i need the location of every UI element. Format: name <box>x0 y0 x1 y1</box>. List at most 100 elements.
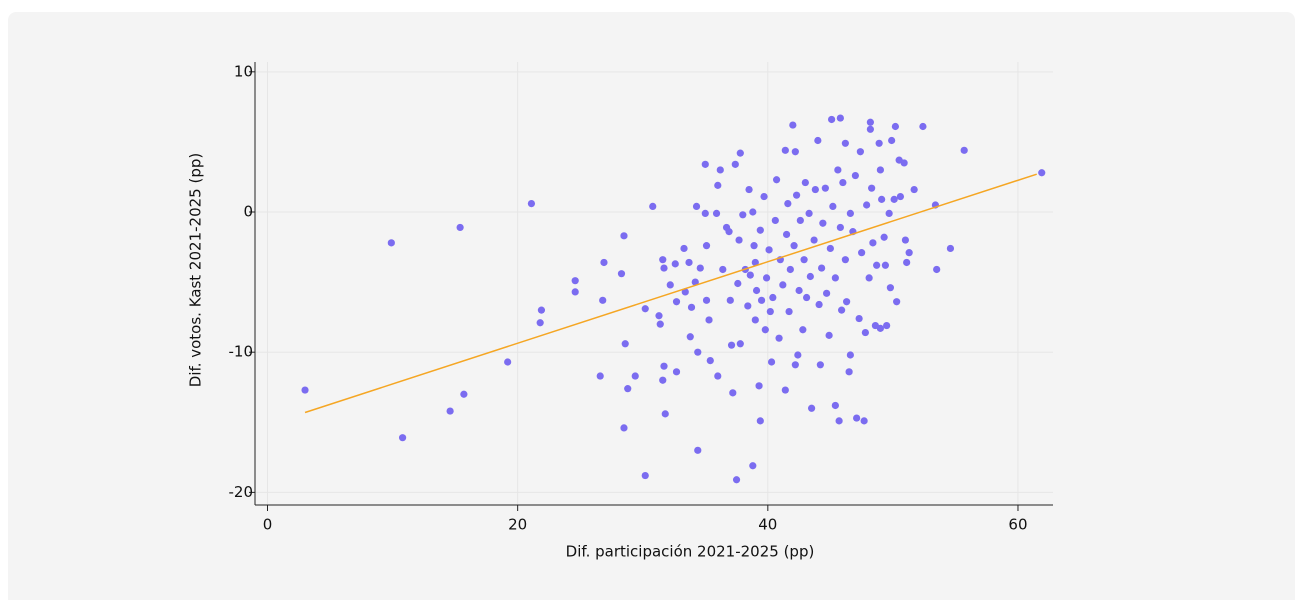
point <box>839 178 847 187</box>
point <box>660 264 668 272</box>
point <box>810 236 818 244</box>
point <box>795 286 803 295</box>
point <box>620 424 628 432</box>
point <box>858 249 866 257</box>
point <box>744 302 752 310</box>
point <box>946 244 955 253</box>
trend-line <box>304 173 1037 414</box>
point <box>661 410 669 418</box>
point <box>725 228 733 236</box>
point <box>816 361 824 369</box>
point <box>537 306 546 314</box>
point <box>781 146 789 154</box>
point <box>536 319 544 327</box>
point <box>714 181 722 189</box>
point <box>671 260 679 268</box>
point <box>905 249 913 257</box>
y-tick-label: 10 <box>234 62 253 80</box>
point <box>712 209 721 218</box>
point <box>681 288 689 296</box>
point <box>784 199 792 208</box>
point <box>749 208 757 216</box>
point <box>836 114 844 122</box>
point <box>752 286 761 295</box>
point <box>756 226 764 234</box>
point <box>691 278 699 286</box>
point <box>762 274 771 282</box>
point <box>866 118 874 126</box>
point <box>881 261 889 269</box>
point <box>714 372 722 380</box>
point <box>694 348 702 356</box>
point <box>801 178 809 187</box>
point <box>680 244 688 253</box>
x-tick-label: 40 <box>758 516 777 534</box>
point <box>672 368 681 376</box>
point <box>745 185 753 194</box>
point <box>756 417 764 425</box>
point <box>660 362 668 370</box>
point <box>726 296 734 304</box>
point <box>659 256 667 264</box>
point <box>736 149 744 157</box>
point <box>599 296 607 304</box>
point <box>791 148 799 156</box>
point <box>851 171 859 180</box>
point <box>829 202 837 210</box>
point <box>692 202 701 210</box>
point <box>631 372 639 380</box>
point <box>782 230 791 239</box>
point <box>796 216 804 225</box>
point <box>815 300 823 309</box>
point <box>751 316 759 324</box>
point <box>446 407 454 415</box>
point <box>460 390 468 398</box>
point <box>456 223 464 232</box>
point <box>805 209 813 218</box>
point <box>876 324 884 332</box>
point <box>1038 169 1046 177</box>
point <box>655 312 663 320</box>
point <box>896 192 905 201</box>
axes: 0 20 40 60 -20 -10 0 10 <box>229 62 1053 534</box>
point <box>705 316 713 324</box>
point <box>846 209 854 218</box>
point <box>880 233 888 241</box>
point <box>802 293 811 302</box>
point <box>835 417 843 425</box>
marks <box>301 114 1046 484</box>
point <box>687 303 696 311</box>
point <box>891 122 900 131</box>
point <box>831 274 839 282</box>
point <box>890 195 898 203</box>
point <box>731 160 739 168</box>
point <box>866 125 874 133</box>
point <box>799 326 807 334</box>
point <box>828 115 836 124</box>
point <box>910 185 918 194</box>
point <box>727 341 736 349</box>
point <box>771 216 779 225</box>
point <box>729 389 737 397</box>
point <box>701 209 709 218</box>
point <box>571 277 579 285</box>
point <box>624 385 632 393</box>
point <box>301 386 309 394</box>
card <box>8 12 1295 600</box>
point <box>686 333 694 341</box>
point <box>786 265 794 274</box>
point <box>719 265 727 274</box>
point <box>504 358 512 366</box>
point <box>883 321 891 330</box>
point <box>659 376 667 384</box>
point <box>807 404 816 412</box>
point <box>757 296 766 304</box>
point <box>596 372 604 380</box>
point <box>860 417 868 425</box>
point <box>868 184 876 192</box>
point <box>785 307 793 316</box>
y-axis-label: Dif. votos. Kast 2021-2025 (pp) <box>187 153 205 387</box>
point <box>856 148 864 156</box>
